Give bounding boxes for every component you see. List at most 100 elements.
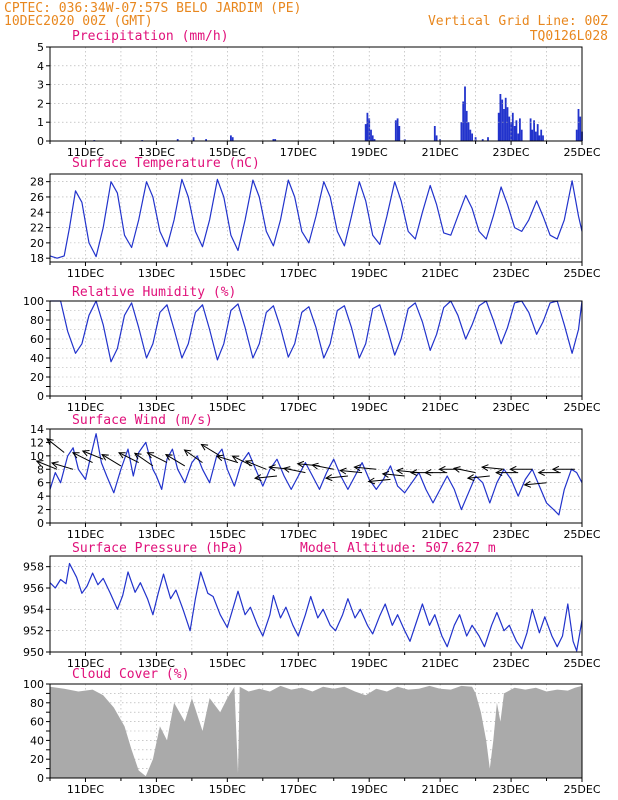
x-tick-label: 17DEC: [280, 267, 317, 280]
precip-bar: [513, 126, 516, 141]
precip-bar: [535, 131, 537, 141]
wind-arrow-head: [253, 474, 262, 482]
y-tick-label: 100: [23, 678, 44, 691]
y-tick-label: 20: [30, 371, 44, 384]
x-tick-label: 23DEC: [493, 267, 530, 280]
x-tick-label: 23DEC: [493, 528, 530, 541]
y-tick-label: 0: [37, 517, 44, 530]
precip-bar: [503, 109, 505, 141]
x-tick-label: 19DEC: [351, 401, 388, 414]
precip-bar: [531, 129, 534, 141]
y-tick-label: 14: [30, 423, 44, 436]
precip-bar: [364, 124, 367, 141]
precip-bar: [435, 135, 438, 141]
precip-bar: [529, 118, 532, 141]
x-tick-label: 25DEC: [563, 528, 600, 541]
x-tick-label: 15DEC: [209, 657, 246, 670]
precip-bar: [481, 139, 484, 141]
wind-arrow-head: [381, 470, 390, 478]
y-tick-label: 20: [30, 237, 44, 250]
y-tick-label: 954: [23, 603, 44, 616]
wind-arrow: [368, 478, 391, 482]
wind-arrow-head: [215, 454, 224, 462]
precip-bar: [515, 120, 518, 141]
wind-arrow-head: [282, 466, 291, 473]
precip-bar: [533, 120, 535, 141]
x-tick-label: 19DEC: [351, 528, 388, 541]
wind-arrow-head: [509, 465, 517, 473]
y-tick-label: 0: [37, 390, 44, 403]
y-tick-label: 2: [37, 504, 44, 517]
rh-series-line: [50, 300, 583, 363]
precip-bar: [469, 129, 472, 141]
wind-arrow: [524, 482, 547, 486]
x-tick-label: 11DEC: [67, 528, 104, 541]
precip-bar: [506, 107, 509, 141]
y-tick-label: 956: [23, 582, 44, 595]
precip-bar: [462, 101, 465, 141]
precip-bar: [467, 122, 470, 141]
wind-arrow-head: [395, 467, 404, 475]
x-tick-label: 15DEC: [209, 267, 246, 280]
wind-arrow: [382, 473, 405, 477]
precip-bar: [465, 110, 468, 141]
y-tick-label: 18: [30, 252, 44, 265]
x-tick-label: 11DEC: [67, 783, 104, 796]
precip-bar: [519, 118, 521, 141]
y-tick-label: 60: [30, 333, 44, 346]
x-tick-label: 15DEC: [209, 146, 246, 159]
wind-arrow: [82, 450, 104, 460]
precip-bar: [373, 139, 376, 141]
precip-bar: [577, 109, 580, 141]
precip-bar: [398, 126, 401, 141]
wind-arrow: [245, 460, 267, 470]
x-tick-label: 19DEC: [351, 657, 388, 670]
header-location: CPTEC: 036:34W-07:57S BELO JARDIM (PE): [4, 1, 301, 16]
x-tick-label: 11DEC: [67, 657, 104, 670]
y-tick-label: 28: [30, 176, 44, 189]
precip-bar: [471, 133, 473, 141]
header-grid-note: Vertical Grid Line: 00Z: [428, 14, 608, 29]
x-tick-label: 25DEC: [563, 401, 600, 414]
wind-arrow-head: [339, 467, 347, 475]
x-tick-label: 25DEC: [563, 146, 600, 159]
wind-arrow-head: [424, 469, 432, 477]
wind-arrow: [482, 466, 505, 470]
y-tick-label: 0: [37, 135, 44, 148]
wind-arrow: [36, 460, 58, 470]
y-tick-label: 60: [30, 716, 44, 729]
y-tick-label: 4: [37, 60, 44, 73]
x-tick-label: 23DEC: [493, 401, 530, 414]
y-tick-label: 100: [23, 295, 44, 308]
x-tick-label: 15DEC: [209, 528, 246, 541]
y-tick-label: 24: [30, 206, 44, 219]
wind-arrow: [72, 452, 93, 464]
y-tick-label: 6: [37, 477, 44, 490]
wind-arrow-head: [409, 469, 418, 477]
wind-arrow: [255, 475, 278, 479]
precip-bar: [464, 86, 466, 141]
precip-bar: [517, 133, 520, 141]
wind-title: Surface Wind (m/s): [72, 413, 213, 428]
wind-arrow-head: [324, 474, 333, 482]
x-tick-label: 17DEC: [280, 528, 317, 541]
wind-arrow: [354, 466, 377, 470]
x-tick-label: 21DEC: [422, 657, 459, 670]
precip-bar: [371, 135, 374, 141]
x-tick-label: 25DEC: [563, 267, 600, 280]
wind-arrow-head: [523, 480, 532, 488]
rh-title: Relative Humidity (%): [72, 285, 236, 300]
wind-arrow: [51, 462, 74, 470]
wind-arrow-head: [133, 452, 142, 460]
wind-arrow-head: [81, 450, 90, 457]
wind-arrow-head: [537, 469, 545, 477]
x-tick-label: 25DEC: [563, 783, 600, 796]
x-tick-label: 17DEC: [280, 401, 317, 414]
precip-bar: [499, 94, 502, 141]
y-tick-label: 8: [37, 463, 44, 476]
temp-series-line: [49, 178, 583, 259]
precip-bar: [205, 139, 207, 141]
precip-bar: [366, 112, 369, 141]
x-tick-label: 13DEC: [138, 657, 175, 670]
